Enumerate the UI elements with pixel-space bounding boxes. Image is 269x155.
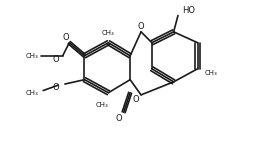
Text: O: O	[132, 95, 139, 104]
Text: CH₃: CH₃	[204, 70, 217, 76]
Text: CH₃: CH₃	[26, 53, 39, 59]
Text: O: O	[53, 55, 59, 64]
Text: CH₃: CH₃	[95, 102, 108, 108]
Text: O: O	[138, 22, 144, 31]
Text: O: O	[116, 114, 123, 123]
Text: CH₃: CH₃	[102, 30, 115, 36]
Text: CH₃: CH₃	[26, 90, 39, 96]
Text: HO: HO	[182, 6, 195, 15]
Text: O: O	[63, 33, 69, 42]
Text: O: O	[53, 83, 59, 92]
